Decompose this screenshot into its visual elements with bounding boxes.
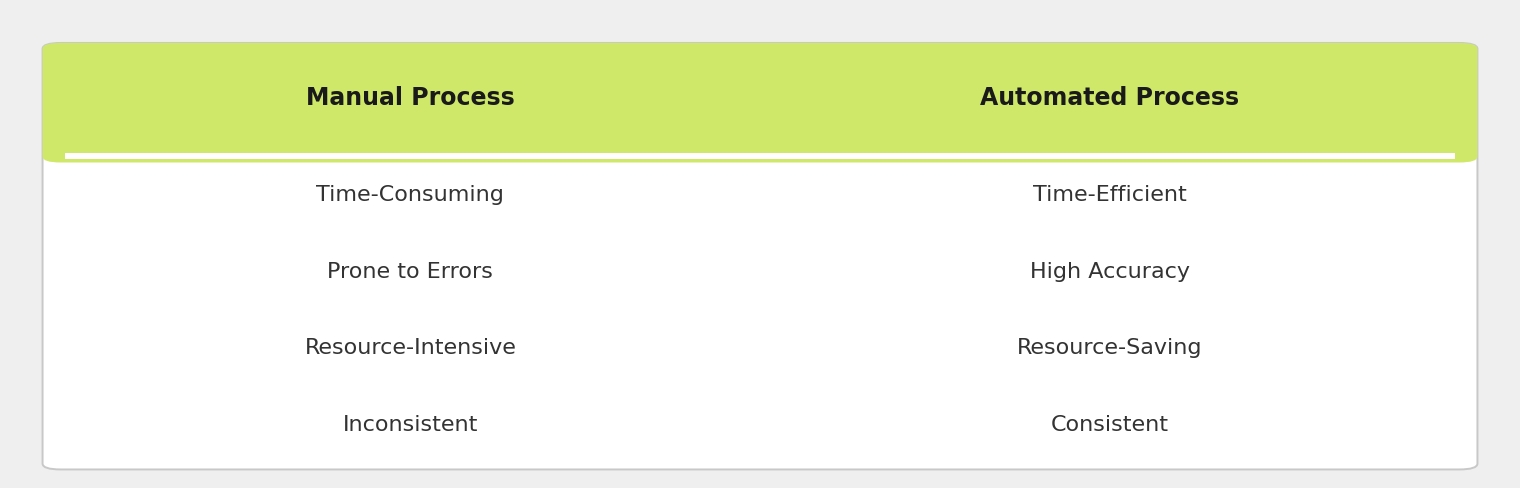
Text: High Accuracy: High Accuracy — [1029, 262, 1190, 282]
Bar — [65, 153, 1455, 159]
Bar — [65, 108, 1455, 157]
Text: Prone to Errors: Prone to Errors — [327, 262, 494, 282]
Text: Automated Process: Automated Process — [980, 86, 1239, 110]
Text: Inconsistent: Inconsistent — [342, 415, 479, 435]
Text: Time-Efficient: Time-Efficient — [1032, 185, 1187, 205]
Text: Time-Consuming: Time-Consuming — [316, 185, 505, 205]
Text: Consistent: Consistent — [1050, 415, 1169, 435]
FancyBboxPatch shape — [43, 43, 1477, 469]
Text: Manual Process: Manual Process — [306, 86, 515, 110]
Text: Resource-Saving: Resource-Saving — [1017, 339, 1202, 359]
Text: Resource-Intensive: Resource-Intensive — [304, 339, 517, 359]
FancyBboxPatch shape — [43, 43, 1477, 163]
